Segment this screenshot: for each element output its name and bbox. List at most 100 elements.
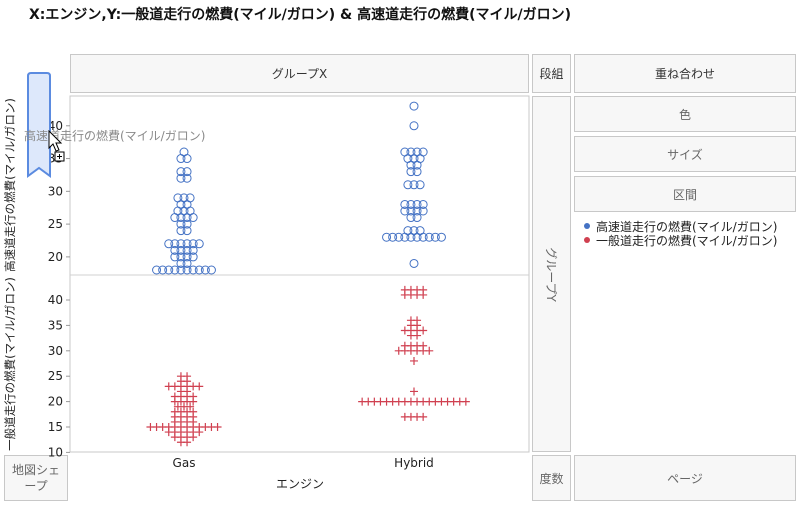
data-point [461,397,470,406]
overlay-zone[interactable]: 重ね合わせ [574,54,796,93]
data-point [176,239,186,249]
data-point [394,232,404,242]
freq-zone[interactable]: 度数 [532,455,571,501]
data-point [152,265,162,275]
data-point [388,232,398,242]
data-point [170,252,180,262]
interval-zone[interactable]: 区間 [574,176,796,212]
legend-dot-city [584,237,590,243]
drag-handle[interactable] [26,72,52,192]
data-point [182,252,192,262]
data-point [412,167,422,177]
data-point [409,180,419,190]
data-point [409,258,419,268]
plot-frame [69,95,530,453]
legend-dot-highway [584,223,590,229]
data-point [412,213,422,223]
data-point [182,154,192,164]
y-tick-label: 40 [48,119,63,133]
data-point [170,265,180,275]
data-point [403,180,413,190]
page-zone[interactable]: ページ [574,455,796,501]
y-tick-label: 25 [48,369,63,383]
data-point [425,346,434,355]
x-tick-label: Hybrid [394,456,434,470]
data-point [189,397,198,406]
data-point [188,265,198,275]
legend-item-highway[interactable]: 高速道走行の燃費(マイル/ガロン) [584,219,778,234]
data-point [188,245,198,255]
data-point [182,258,192,268]
data-point [170,245,180,255]
data-point [412,206,422,216]
data-point [194,239,204,249]
group-x-zone[interactable]: グループX [70,54,529,93]
data-point [176,219,186,229]
legend: 高速道走行の燃費(マイル/ガロン) 一般道走行の燃費(マイル/ガロン) [584,219,778,248]
data-point [164,239,174,249]
group-y-zone[interactable]: グループY [532,96,571,452]
y-tick-label: 30 [48,344,63,358]
data-point [182,219,192,229]
drag-cursor-icon [48,130,65,162]
data-point [188,213,198,223]
data-point [176,252,186,262]
legend-label-highway: 高速道走行の燃費(マイル/ガロン) [596,219,778,234]
data-point [176,265,186,275]
legend-label-city: 一般道走行の燃費(マイル/ガロン) [596,233,778,248]
data-point [418,206,428,216]
data-point [164,265,174,275]
y-tick-label: 20 [48,395,63,409]
data-point [195,382,204,391]
data-point [182,226,192,236]
data-point [182,265,192,275]
data-point [409,121,419,131]
y-tick-label: 15 [48,420,63,434]
chart-title: X:エンジン,Y:一般道走行の燃費(マイル/ガロン) & 高速道走行の燃費(マイ… [28,7,571,23]
wrap-zone[interactable]: 段組 [532,54,571,93]
data-point [424,232,434,242]
map-shape-label: 地図シェープ [11,463,60,493]
data-point [409,101,419,111]
map-shape-zone[interactable]: 地図シェープ [4,455,68,501]
data-point [182,167,192,177]
data-point [406,160,416,170]
data-point [419,290,428,299]
data-point [176,154,186,164]
data-point [182,245,192,255]
color-zone[interactable]: 色 [574,96,796,132]
data-point [188,252,198,262]
data-point [400,206,410,216]
legend-item-city[interactable]: 一般道走行の燃費(マイル/ガロン) [584,233,778,248]
data-point [182,173,192,183]
y-tick-label: 10 [48,445,63,459]
data-point [182,239,192,249]
data-point [176,213,186,223]
data-point [170,213,180,223]
data-point [189,433,198,442]
data-point [194,265,204,275]
y-tick-label: 35 [48,318,63,332]
data-point [382,232,392,242]
data-point [406,232,416,242]
data-point [406,213,416,223]
data-point [176,167,186,177]
data-point [406,167,416,177]
y-axis-label: 一般道走行の燃費(マイル/ガロン) [3,277,17,451]
x-tick-label: Gas [173,456,196,470]
data-point [400,232,410,242]
data-point [400,199,410,209]
data-point [436,232,446,242]
data-point [410,356,418,365]
data-point [186,402,195,411]
data-point [183,438,192,447]
data-point [406,199,416,209]
data-point [176,258,186,268]
data-point [418,232,428,242]
data-point [195,428,204,437]
y-tick-label: 40 [48,293,63,307]
data-point [158,265,168,275]
size-zone[interactable]: サイズ [574,136,796,172]
data-point [176,226,186,236]
